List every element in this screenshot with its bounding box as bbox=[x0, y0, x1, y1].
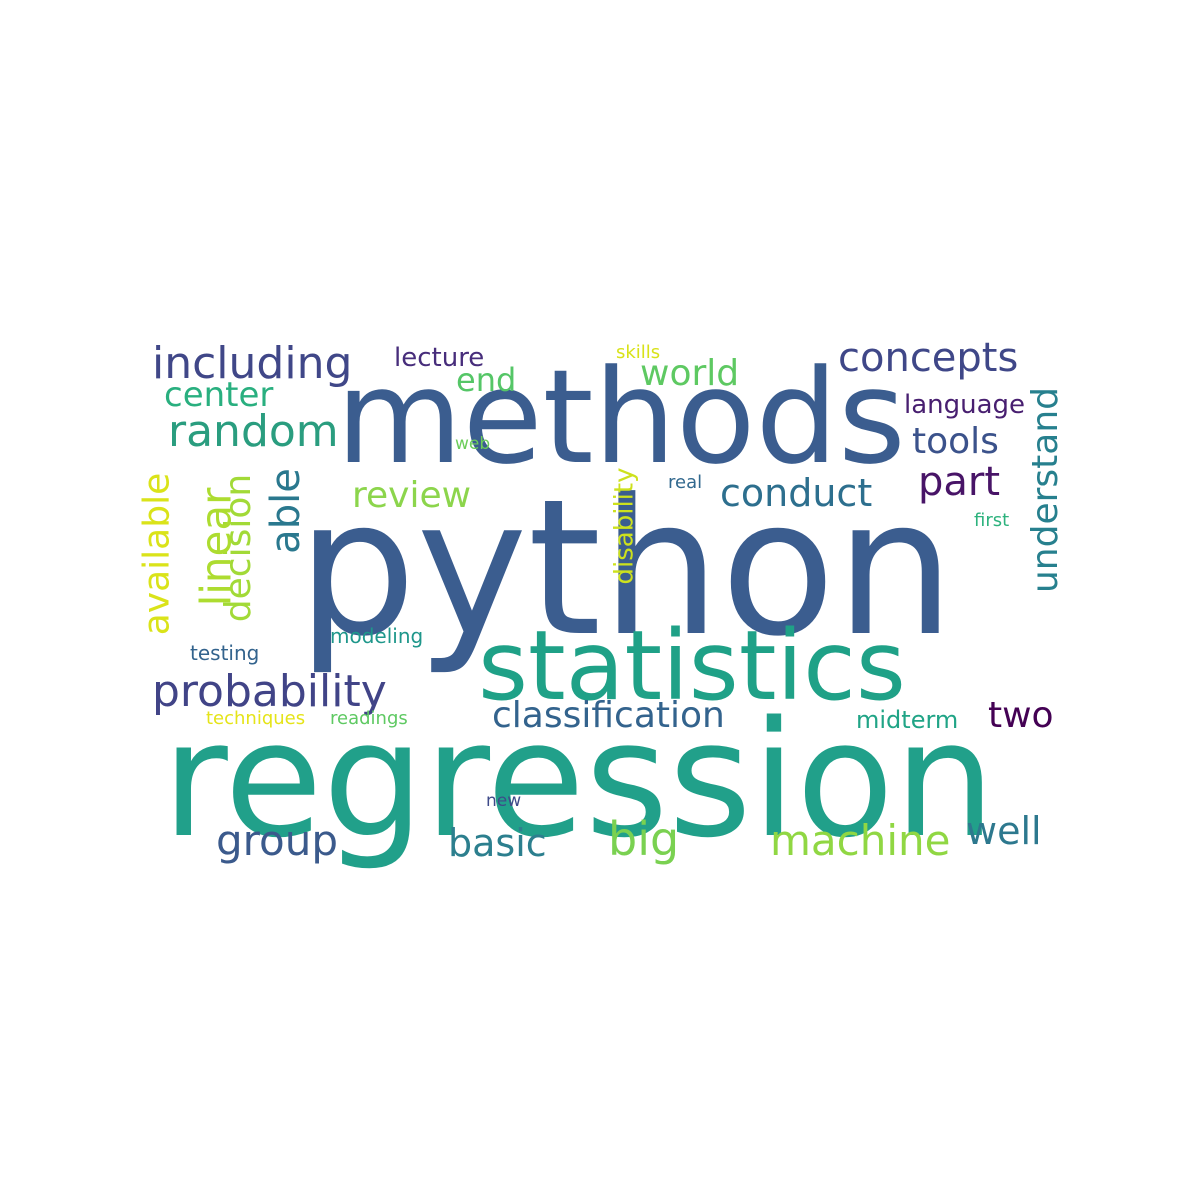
word-methods: methods bbox=[336, 341, 906, 493]
word-group: group bbox=[216, 816, 338, 865]
word-center: center bbox=[164, 375, 274, 415]
word-able: able bbox=[262, 468, 309, 554]
word-classification: classification bbox=[492, 695, 725, 736]
word-regression: regression bbox=[162, 686, 996, 873]
word-conduct: conduct bbox=[720, 471, 873, 515]
word-language: language bbox=[904, 390, 1026, 420]
word-end: end bbox=[456, 361, 517, 399]
word-well: well bbox=[966, 809, 1042, 853]
word-machine: machine bbox=[770, 816, 951, 865]
word-midterm: midterm bbox=[856, 706, 959, 734]
word-available: available bbox=[136, 472, 178, 636]
word-readings: readings bbox=[330, 708, 408, 729]
word-tools: tools bbox=[912, 421, 999, 462]
word-modeling: modeling bbox=[330, 624, 424, 648]
word-skills: skills bbox=[616, 342, 661, 363]
word-python: python bbox=[297, 459, 955, 678]
word-new: new bbox=[486, 791, 522, 811]
word-first: first bbox=[974, 510, 1010, 531]
word-lecture: lecture bbox=[394, 343, 485, 373]
word-basic: basic bbox=[448, 821, 547, 865]
word-review: review bbox=[352, 475, 472, 516]
word-two: two bbox=[988, 695, 1054, 736]
word-part: part bbox=[918, 459, 1001, 505]
word-big: big bbox=[608, 812, 680, 866]
word-linear: linear bbox=[191, 487, 241, 607]
word-probability: probability bbox=[152, 666, 387, 717]
word-statistics: statistics bbox=[478, 610, 906, 722]
word-understand: understand bbox=[1025, 386, 1067, 594]
word-world: world bbox=[640, 353, 740, 394]
word-techniques: techniques bbox=[206, 708, 306, 729]
word-testing: testing bbox=[190, 641, 260, 665]
word-real: real bbox=[668, 472, 703, 493]
word-disability: disability bbox=[609, 467, 640, 585]
word-including: including bbox=[152, 338, 353, 389]
word-web: web bbox=[455, 434, 491, 454]
word-concepts: concepts bbox=[838, 335, 1019, 381]
word-random: random bbox=[168, 406, 339, 457]
